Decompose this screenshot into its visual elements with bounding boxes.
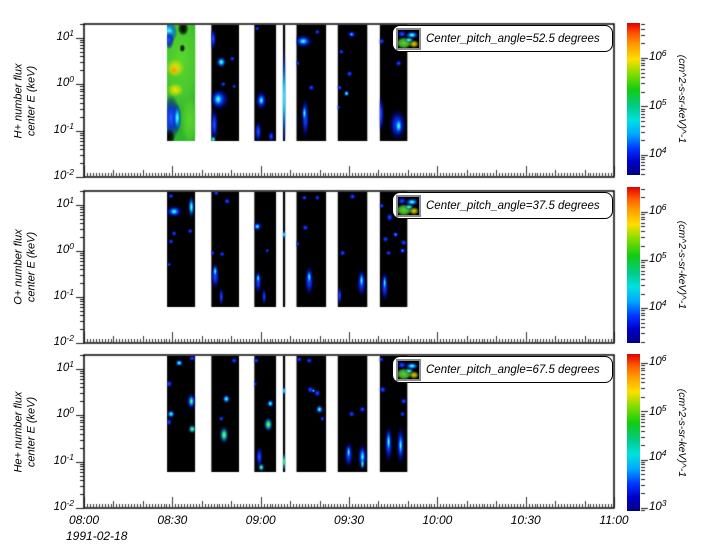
spectrogram-swatch-canvas [398,29,419,48]
colorbar-gradient [627,23,640,175]
x-tick-label: 08:00 [68,513,100,527]
spectrogram-swatch-canvas [398,196,419,215]
y-tick-label: 101 [56,27,74,43]
colorbar-tick-label: 105 [649,97,667,113]
legend-label: Center_pitch_angle=52.5 degrees [426,32,600,45]
y-tick-label: 10-2 [53,167,74,182]
colorbar-gradient [627,187,640,343]
spectrogram-swatch-icon [396,27,421,50]
colorbar-unit-label: (cm^2-s-sr-keV)^-1 [676,54,688,144]
spectrogram-swatch-icon [396,358,421,381]
colorbar-tick-label: 106 [649,47,667,63]
colorbar-tick-label: 105 [649,403,667,419]
y-tick-label: 10-1 [53,120,74,136]
legend-panel-2: Center_pitch_angle=37.5 degrees [392,192,613,219]
colorbar-tick-label: 103 [649,497,667,513]
date-label: 1991-02-18 [66,529,128,543]
spectrogram-swatch-canvas [398,360,419,379]
colorbar-unit-label: (cm^2-s-sr-keV)^-1 [676,220,688,310]
legend-label: Center_pitch_angle=67.5 degrees [426,363,600,376]
colorbar-unit-label: (cm^2-s-sr-keV)^-1 [676,388,688,477]
colorbar-tick-label: 104 [649,298,667,314]
y-tick-label: 100 [56,405,74,421]
legend-label: Center_pitch_angle=37.5 degrees [426,199,600,212]
y-tick-label: 10-2 [53,498,74,513]
legend-panel-3: Center_pitch_angle=67.5 degrees [392,356,613,383]
y-tick-label: 10-2 [53,333,74,348]
colorbar-gradient [627,354,640,511]
y-tick-label: 101 [56,358,74,374]
colorbar-tick-label: 105 [649,250,667,265]
x-tick-label: 11:00 [599,513,629,527]
y-tick-label: 100 [56,74,74,90]
colorbar-tick-label: 104 [649,447,667,463]
legend-panel-1: Center_pitch_angle=52.5 degrees [392,25,613,52]
x-tick-label: 10:00 [422,513,453,527]
x-tick-label: 09:30 [333,513,365,527]
colorbar-tick-label: 106 [649,201,667,217]
y-tick-label: 101 [56,194,74,210]
x-tick-label: 08:30 [157,513,188,527]
y-tick-label: 10-1 [53,286,74,302]
colorbar-tick-label: 106 [649,352,667,368]
x-tick-label: 09:00 [245,513,276,527]
colorbar-tick-label: 104 [649,144,667,160]
y-tick-label: 100 [56,240,74,256]
x-tick-label: 10:30 [510,513,541,527]
y-tick-label: 10-1 [53,451,74,467]
spectrogram-swatch-icon [396,194,421,217]
